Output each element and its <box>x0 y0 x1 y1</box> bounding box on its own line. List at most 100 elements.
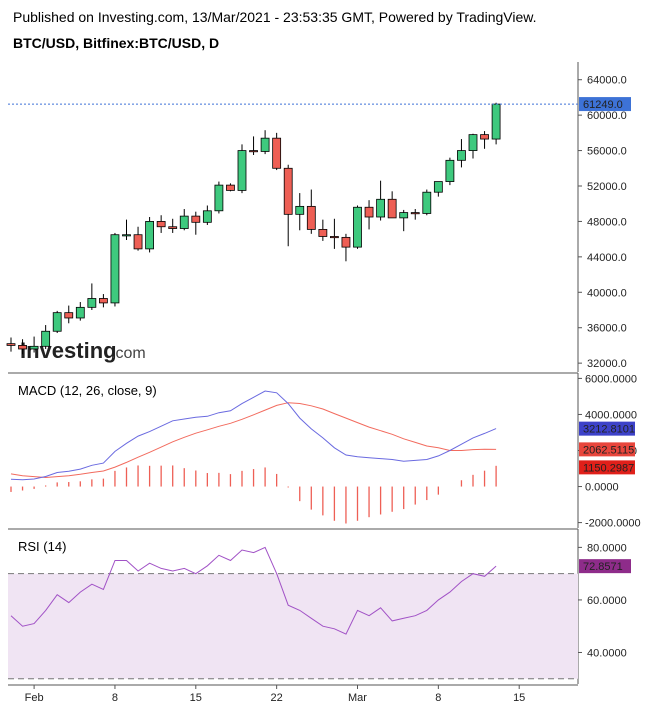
histogram-value-tag: 1150.2987 <box>579 460 635 475</box>
price-tick-label: 64000.0 <box>587 75 627 87</box>
watermark-suffix: .com <box>111 345 146 362</box>
price-tick-label: 40000.0 <box>587 287 627 299</box>
candle-body <box>399 212 409 219</box>
macd-line <box>10 390 497 481</box>
candle[interactable] <box>133 226 143 251</box>
candle-body <box>18 345 27 350</box>
candle[interactable] <box>226 183 235 192</box>
macd-tick-label: 4000.0000 <box>585 409 637 421</box>
candle[interactable] <box>410 209 420 220</box>
candle[interactable] <box>468 133 478 159</box>
candle[interactable] <box>87 283 97 310</box>
candle[interactable] <box>18 339 27 355</box>
macd-histogram <box>10 465 497 524</box>
candle[interactable] <box>145 217 155 253</box>
macd-tick-label: 0.0000 <box>585 482 619 494</box>
candle-body <box>283 167 293 215</box>
candle[interactable] <box>41 325 51 349</box>
macd-title: MACD (12, 26, close, 9) <box>18 383 157 398</box>
rsi-value-label: 72.8571 <box>583 561 623 573</box>
macd-signal-line <box>10 402 497 479</box>
candle[interactable] <box>64 305 74 324</box>
candle[interactable] <box>318 219 328 241</box>
rsi-title: RSI (14) <box>18 539 66 554</box>
candle[interactable] <box>399 209 409 232</box>
candle-body <box>133 234 143 250</box>
candle[interactable] <box>422 189 432 216</box>
published-note: Published on Investing.com, 13/Mar/2021 … <box>13 9 537 25</box>
candle-body <box>260 137 270 152</box>
candle[interactable] <box>110 232 120 307</box>
candle-body <box>249 150 258 153</box>
candle-body <box>110 234 120 304</box>
candle[interactable] <box>480 131 489 149</box>
candle-body <box>29 345 39 350</box>
candle[interactable] <box>387 191 397 219</box>
candle-body <box>433 181 443 193</box>
candle[interactable] <box>214 181 224 214</box>
candle[interactable] <box>29 336 39 353</box>
candle-body <box>87 298 97 308</box>
macd-tick-label: -2000.0000 <box>585 518 641 530</box>
candle-body <box>191 215 201 223</box>
candle[interactable] <box>306 189 316 234</box>
candle[interactable] <box>75 302 85 321</box>
candle[interactable] <box>433 181 443 197</box>
candlestick-series[interactable] <box>6 102 501 355</box>
candle[interactable] <box>99 294 108 308</box>
time-tick-labels: Feb 8 15 22 Mar 8 15 <box>25 685 525 704</box>
candle-body <box>491 103 501 140</box>
candle-body <box>445 159 455 182</box>
candle[interactable] <box>52 310 62 334</box>
candle[interactable] <box>260 130 270 155</box>
candle[interactable] <box>329 218 339 249</box>
price-tick-label: 52000.0 <box>587 181 627 193</box>
candle-body <box>6 343 16 346</box>
candle[interactable] <box>445 157 455 186</box>
chart-header: Published on Investing.com, 13/Mar/2021 … <box>0 0 650 62</box>
candle-body <box>179 215 189 229</box>
candle-body <box>214 184 224 212</box>
candle[interactable] <box>179 209 189 231</box>
candle-body <box>64 312 74 319</box>
candle[interactable] <box>168 218 178 233</box>
candle-body <box>376 198 386 218</box>
price-tick-labels: 32000.0 36000.0 40000.0 44000.0 48000.0 52000… <box>578 75 627 370</box>
candle[interactable] <box>353 205 362 249</box>
candle[interactable] <box>376 180 386 221</box>
candle-body <box>156 221 166 228</box>
candle[interactable] <box>295 193 305 231</box>
candle[interactable] <box>341 233 351 262</box>
rsi-tick-labels: 40.0000 60.0000 80.0000 <box>578 542 627 659</box>
candle-body <box>353 206 362 248</box>
candle-body <box>52 312 62 332</box>
candle[interactable] <box>457 139 466 168</box>
candle-body <box>272 137 282 169</box>
candle[interactable] <box>156 215 166 233</box>
candle-body <box>364 206 374 218</box>
price-tick-label: 48000.0 <box>587 216 627 228</box>
price-pane: 32000.0 36000.0 40000.0 44000.0 48000.0 52000… <box>6 62 631 372</box>
candle[interactable] <box>272 132 282 171</box>
candle[interactable] <box>191 211 201 235</box>
candle[interactable] <box>491 102 501 145</box>
candle-body <box>468 134 478 151</box>
candle[interactable] <box>202 205 212 225</box>
candle[interactable] <box>6 337 16 352</box>
rsi-band <box>8 573 578 679</box>
candle[interactable] <box>122 219 131 241</box>
candle[interactable] <box>364 200 374 230</box>
candle-body <box>145 221 155 250</box>
histogram-value-label: 1150.2987 <box>583 462 634 474</box>
candle-body <box>422 191 432 214</box>
last-price-label: 61249.0 <box>583 99 623 111</box>
candle[interactable] <box>283 164 293 247</box>
price-tick-label: 32000.0 <box>587 358 627 370</box>
candle[interactable] <box>249 136 258 155</box>
candle-body <box>237 150 247 191</box>
candle[interactable] <box>237 144 247 194</box>
price-tick-label: 36000.0 <box>587 323 627 335</box>
candle-body <box>318 228 328 237</box>
investing-watermark: Investing .com <box>20 338 146 363</box>
